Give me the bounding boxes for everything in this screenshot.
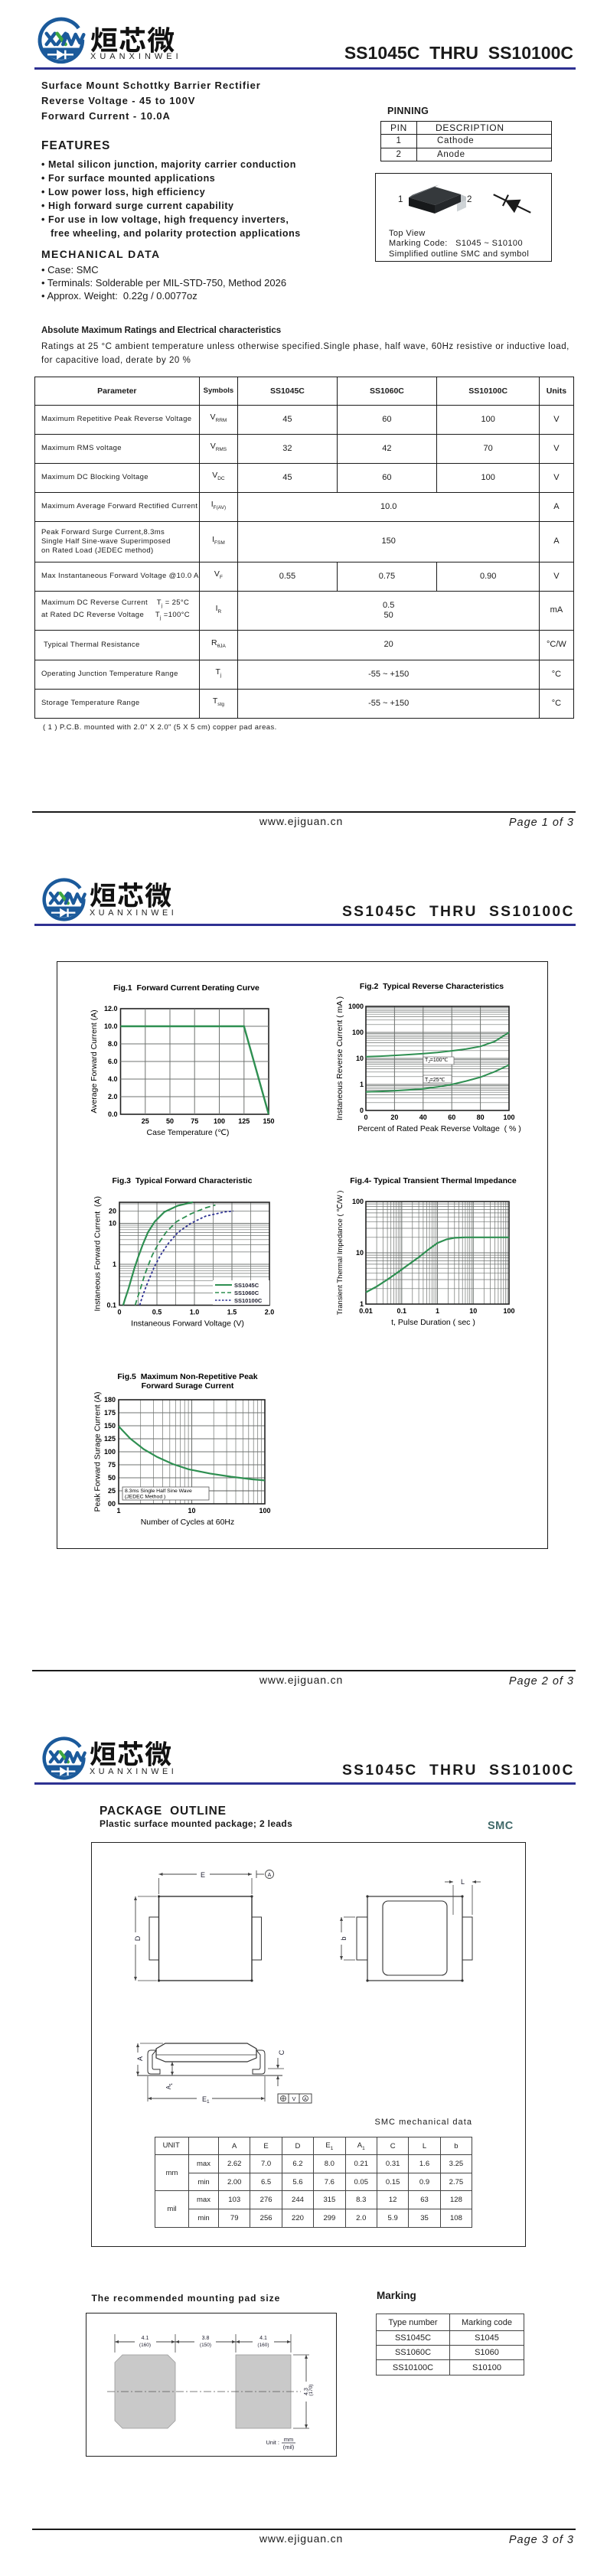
svg-text:20: 20 xyxy=(109,1207,116,1215)
svg-text:E: E xyxy=(201,1871,205,1879)
svg-text:(170): (170) xyxy=(308,2384,314,2395)
svg-text:SS1045C: SS1045C xyxy=(234,1282,259,1289)
svg-text:8.3ms Single Half Sine Wave: 8.3ms Single Half Sine Wave xyxy=(125,1489,192,1494)
svg-text:Transient Thermal Impedance (: Transient Thermal Impedance ( ℃/W ) xyxy=(336,1191,344,1316)
svg-text:0.1: 0.1 xyxy=(106,1302,116,1309)
svg-text:Peak Forward Surage Current (A: Peak Forward Surage Current (A) xyxy=(93,1392,103,1512)
svg-text:100: 100 xyxy=(352,1198,364,1205)
svg-text:D: D xyxy=(134,1935,142,1941)
svg-text:8.0: 8.0 xyxy=(107,1040,117,1048)
svg-text:2.0: 2.0 xyxy=(107,1093,117,1101)
svg-text:t, Pulse Duration ( sec ): t, Pulse Duration ( sec ) xyxy=(391,1318,475,1327)
svg-text:Average Forward Current (A): Average Forward Current (A) xyxy=(90,1009,99,1113)
svg-text:E: E xyxy=(202,2095,207,2103)
svg-text:2.0: 2.0 xyxy=(265,1309,275,1316)
svg-text:(160): (160) xyxy=(139,2343,151,2348)
svg-text:0.0: 0.0 xyxy=(107,1110,117,1118)
svg-text:A: A xyxy=(268,1873,272,1878)
svg-text:Fig.3 Typical Forward Charact: Fig.3 Typical Forward Characteristic xyxy=(112,1176,252,1185)
svg-text:(150): (150) xyxy=(200,2343,211,2348)
svg-text:1: 1 xyxy=(436,1307,439,1315)
svg-text:(JEDEC Method ): (JEDEC Method ) xyxy=(125,1495,165,1500)
svg-text:100: 100 xyxy=(352,1029,364,1036)
svg-text:SS10100C: SS10100C xyxy=(234,1297,263,1304)
svg-text:Percent of Rated Peak Reverse: Percent of Rated Peak Reverse Voltage ( … xyxy=(357,1124,521,1133)
svg-text:150: 150 xyxy=(104,1422,116,1430)
svg-text:Case Temperature (℃): Case Temperature (℃) xyxy=(146,1128,229,1137)
svg-text:100: 100 xyxy=(104,1448,116,1456)
svg-text:125: 125 xyxy=(104,1435,116,1443)
svg-text:80: 80 xyxy=(477,1114,485,1121)
svg-text:Fig.4- Typical Transient Therm: Fig.4- Typical Transient Thermal Impedan… xyxy=(350,1176,517,1185)
svg-text:4.1: 4.1 xyxy=(259,2336,267,2341)
svg-text:TJ=100℃: TJ=100℃ xyxy=(425,1058,449,1065)
svg-text:4.3: 4.3 xyxy=(304,2388,309,2395)
svg-text:1: 1 xyxy=(360,1300,364,1308)
svg-text:0: 0 xyxy=(117,1309,121,1316)
svg-text:A1: A1 xyxy=(165,2083,174,2089)
svg-text:25: 25 xyxy=(108,1487,116,1495)
svg-text:10: 10 xyxy=(188,1507,195,1515)
svg-text:1: 1 xyxy=(360,1081,364,1088)
svg-text:10: 10 xyxy=(469,1307,477,1315)
svg-text:1.0: 1.0 xyxy=(190,1309,200,1316)
svg-text:0: 0 xyxy=(364,1114,367,1121)
svg-text:180: 180 xyxy=(104,1396,116,1404)
svg-text:00: 00 xyxy=(108,1500,116,1508)
svg-text:50: 50 xyxy=(165,1117,173,1125)
svg-text:Forward Surage Current: Forward Surage Current xyxy=(142,1381,234,1391)
svg-text:75: 75 xyxy=(108,1461,116,1469)
svg-text:A: A xyxy=(304,2098,307,2102)
svg-text:Instaneous Forward Voltage (V): Instaneous Forward Voltage (V) xyxy=(131,1319,244,1329)
svg-text:100: 100 xyxy=(213,1117,224,1125)
svg-text:3.8: 3.8 xyxy=(202,2336,210,2341)
svg-text:V: V xyxy=(292,2095,295,2102)
svg-text:1000: 1000 xyxy=(348,1003,364,1010)
svg-text:50: 50 xyxy=(108,1474,116,1482)
svg-text:25: 25 xyxy=(141,1117,148,1125)
svg-text:SS1060C: SS1060C xyxy=(234,1290,259,1296)
svg-text:150: 150 xyxy=(263,1117,274,1125)
svg-text:0: 0 xyxy=(360,1107,364,1114)
svg-text:60: 60 xyxy=(448,1114,455,1121)
svg-text:100: 100 xyxy=(259,1507,270,1515)
svg-text:10.0: 10.0 xyxy=(103,1022,117,1030)
svg-text:A: A xyxy=(136,2056,144,2061)
svg-text:10: 10 xyxy=(356,1249,364,1257)
svg-text:12.0: 12.0 xyxy=(103,1005,117,1012)
svg-text:20: 20 xyxy=(390,1114,398,1121)
svg-text:Fig.2 Typical Reverse Charact: Fig.2 Typical Reverse Characteristics xyxy=(360,982,504,991)
svg-text:(mil): (mil) xyxy=(283,2444,295,2450)
svg-text:4.1: 4.1 xyxy=(142,2336,149,2341)
svg-text:125: 125 xyxy=(238,1117,250,1125)
svg-text:1: 1 xyxy=(207,2099,210,2105)
svg-text:4.0: 4.0 xyxy=(107,1075,117,1083)
svg-text:Instaneous Forward Current (A: Instaneous Forward Current (A) xyxy=(93,1196,103,1312)
svg-text:(160): (160) xyxy=(257,2343,269,2348)
svg-text:100: 100 xyxy=(503,1307,514,1315)
svg-text:0.01: 0.01 xyxy=(359,1307,373,1315)
svg-text:100: 100 xyxy=(503,1114,514,1121)
svg-text:1: 1 xyxy=(116,1507,120,1515)
svg-text:40: 40 xyxy=(419,1114,427,1121)
svg-text:Number of Cycles at 60Hz: Number of Cycles at 60Hz xyxy=(141,1518,235,1527)
svg-text:0.5: 0.5 xyxy=(152,1309,162,1316)
svg-text:10: 10 xyxy=(109,1220,116,1228)
svg-text:TJ=25℃: TJ=25℃ xyxy=(425,1078,445,1084)
svg-text:C: C xyxy=(278,2049,286,2055)
svg-text:Fig.5 Maximum Non-Repetitive: Fig.5 Maximum Non-Repetitive Peak xyxy=(117,1372,257,1381)
svg-text:0.1: 0.1 xyxy=(397,1307,406,1315)
svg-text:75: 75 xyxy=(191,1117,198,1125)
svg-text:175: 175 xyxy=(104,1409,116,1417)
svg-text:Unit :: Unit : xyxy=(266,2439,279,2446)
svg-text:10: 10 xyxy=(356,1055,364,1062)
svg-text:1.5: 1.5 xyxy=(227,1309,237,1316)
svg-text:L: L xyxy=(461,1878,465,1886)
svg-text:mm: mm xyxy=(284,2436,294,2443)
svg-text:1: 1 xyxy=(113,1260,116,1268)
svg-text:Fig.1 Forward Current Deratin: Fig.1 Forward Current Derating Curve xyxy=(113,983,259,993)
svg-text:b: b xyxy=(340,1936,348,1940)
svg-text:6.0: 6.0 xyxy=(107,1058,117,1065)
svg-text:Instaneous Reverse Current ( m: Instaneous Reverse Current ( mA ) xyxy=(335,996,344,1120)
